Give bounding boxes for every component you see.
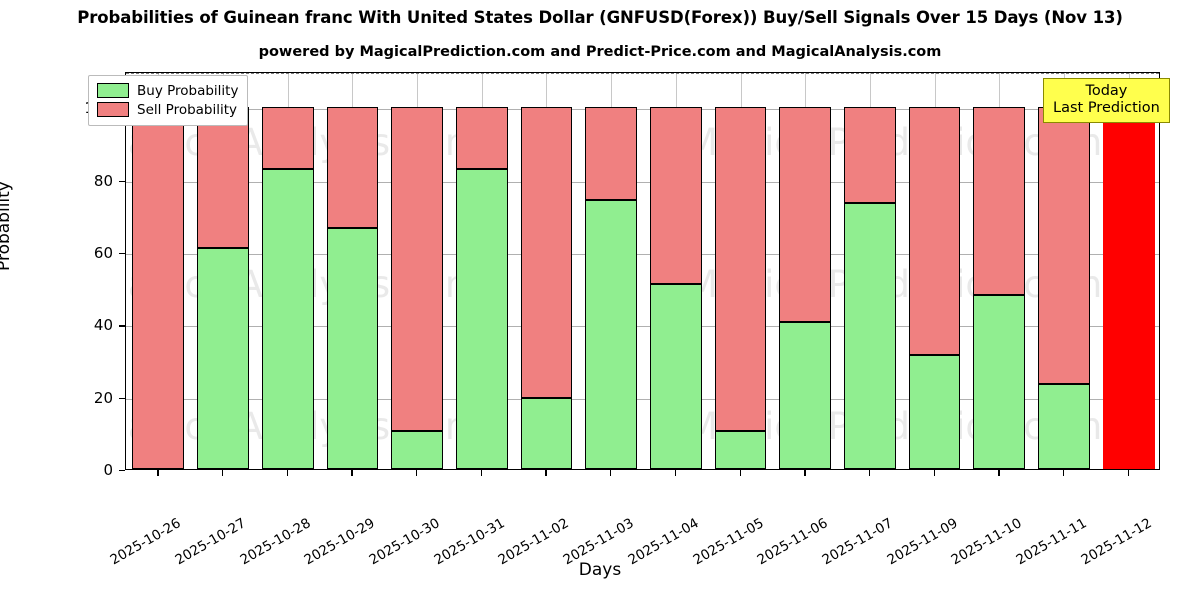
x-axis-label: Days — [578, 560, 622, 580]
today-annotation-line1: Today — [1085, 83, 1128, 99]
bar-segment-buy[interactable] — [391, 431, 443, 469]
plot-area: MagicalAnalysis.comMagicalPrediction.com… — [125, 72, 1160, 470]
x-axis-tick-mark — [933, 470, 935, 476]
legend-item-sell: Sell Probability — [97, 100, 238, 119]
x-axis-tick-mark — [416, 470, 418, 476]
chart-subtitle: powered by MagicalPrediction.com and Pre… — [258, 44, 942, 60]
legend-swatch-buy — [97, 83, 129, 98]
x-axis-tick-mark — [480, 470, 483, 476]
x-axis-tick-mark — [998, 470, 1000, 476]
gridline — [126, 181, 1159, 183]
y-axis-tick-label: 40 — [93, 316, 113, 335]
x-axis-tick-mark — [610, 470, 612, 476]
x-axis-tick-mark — [868, 470, 871, 476]
bar-group[interactable] — [132, 73, 185, 469]
bar-segment-sell[interactable] — [714, 107, 767, 432]
bar-group[interactable] — [197, 73, 249, 469]
y-axis-label: Probability — [0, 181, 14, 271]
bar-segment-sell[interactable] — [1038, 107, 1090, 384]
bar-group[interactable] — [844, 73, 896, 469]
x-axis-tick-mark — [674, 470, 677, 476]
plot-inner: MagicalAnalysis.comMagicalPrediction.com… — [126, 73, 1159, 469]
bar-group[interactable] — [973, 73, 1026, 469]
today-annotation-line2: Last Prediction — [1053, 100, 1160, 117]
bar-segment-sell[interactable] — [261, 107, 314, 169]
bar-segment-buy[interactable] — [714, 431, 767, 469]
legend-swatch-sell — [97, 102, 129, 117]
bar-segment-sell[interactable] — [455, 107, 508, 169]
bar-group[interactable] — [520, 73, 573, 469]
bar-segment-buy[interactable] — [1038, 383, 1090, 469]
bar-segment-sell[interactable] — [844, 107, 896, 204]
bar-segment-buy[interactable] — [197, 248, 249, 469]
bar-group[interactable] — [779, 73, 832, 469]
chart-legend: Buy Probability Sell Probability — [88, 75, 249, 126]
x-axis-tick-mark — [739, 470, 741, 476]
bar-group[interactable] — [585, 73, 638, 469]
gridline — [126, 253, 1159, 255]
bar-segment-sell[interactable] — [391, 107, 443, 432]
bar-segment-sell[interactable] — [908, 107, 961, 356]
bar-group[interactable] — [261, 73, 314, 469]
bar-segment-today[interactable] — [1102, 107, 1155, 469]
x-axis-tick-mark — [222, 470, 224, 476]
legend-label-sell: Sell Probability — [137, 101, 238, 118]
bar-segment-buy[interactable] — [908, 355, 961, 469]
bar-group[interactable] — [1038, 73, 1090, 469]
today-annotation: Today Last Prediction — [1043, 78, 1170, 124]
gridline — [126, 109, 1159, 111]
x-axis-tick-mark — [1062, 470, 1065, 476]
bar-segment-sell[interactable] — [973, 107, 1026, 296]
bar-segment-sell[interactable] — [326, 107, 379, 228]
x-axis-tick-mark — [804, 470, 806, 476]
chart-title: Probabilities of Guinean franc With Unit… — [77, 8, 1123, 27]
bar-segment-buy[interactable] — [973, 295, 1026, 469]
bar-segment-buy[interactable] — [261, 168, 314, 469]
bar-segment-buy[interactable] — [844, 203, 896, 469]
bar-group[interactable] — [1102, 73, 1155, 469]
y-axis-tick-mark — [119, 180, 125, 182]
bar-group[interactable] — [455, 73, 508, 469]
y-axis-tick-mark — [119, 397, 125, 399]
bar-segment-sell[interactable] — [649, 107, 702, 285]
gridline — [126, 398, 1159, 400]
bar-group[interactable] — [391, 73, 443, 469]
reference-dashed-line — [126, 73, 1159, 74]
y-axis-tick-label: 20 — [93, 388, 113, 407]
x-axis-tick-mark — [545, 470, 547, 476]
y-axis-tick-label: 0 — [103, 461, 113, 479]
y-axis-tick-label: 60 — [93, 243, 113, 262]
x-axis-tick-mark — [286, 470, 289, 476]
bar-segment-sell[interactable] — [520, 107, 573, 399]
x-axis-tick-mark — [1127, 470, 1129, 476]
gridline — [126, 326, 1159, 328]
y-axis-tick-mark — [119, 325, 125, 327]
legend-label-buy: Buy Probability — [137, 82, 239, 99]
bar-segment-sell[interactable] — [132, 107, 185, 469]
bar-segment-buy[interactable] — [649, 284, 702, 469]
bar-group[interactable] — [908, 73, 961, 469]
bar-segment-buy[interactable] — [520, 398, 573, 469]
bar-segment-buy[interactable] — [455, 168, 508, 469]
y-axis-tick-mark — [119, 252, 125, 255]
bar-group[interactable] — [649, 73, 702, 469]
x-axis-tick-mark — [351, 470, 353, 476]
bar-segment-sell[interactable] — [779, 107, 832, 323]
bar-segment-sell[interactable] — [197, 107, 249, 249]
bar-segment-sell[interactable] — [585, 107, 638, 201]
bar-group[interactable] — [714, 73, 767, 469]
legend-item-buy: Buy Probability — [97, 81, 238, 100]
bar-group[interactable] — [326, 73, 379, 469]
bar-segment-buy[interactable] — [779, 322, 832, 469]
x-axis-tick-mark — [157, 470, 159, 476]
bar-segment-buy[interactable] — [585, 200, 638, 469]
bar-segment-buy[interactable] — [326, 227, 379, 469]
y-axis-tick-mark — [119, 470, 125, 472]
y-axis-tick-label: 80 — [93, 171, 113, 190]
